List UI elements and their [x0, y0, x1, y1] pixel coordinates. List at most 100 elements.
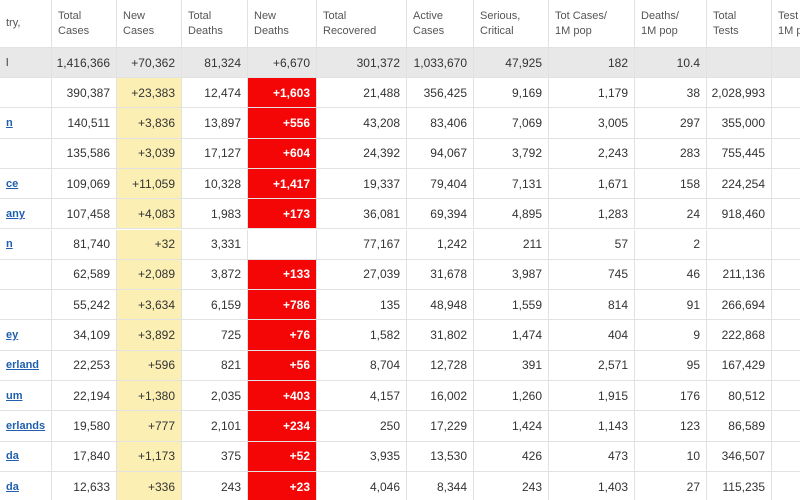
table-cell: 77,167 [317, 229, 407, 260]
table-cell: 2,035 [182, 381, 248, 412]
header-line: Total [323, 9, 347, 22]
table-cell: 211,136 [707, 259, 772, 291]
table-cell: +556 [248, 108, 317, 139]
table-cell: 211 [474, 229, 549, 260]
table-cell: 24 [635, 199, 707, 230]
total-cell [707, 48, 772, 78]
table-cell: +234 [248, 411, 317, 442]
header-line: 1M pop [641, 24, 678, 37]
table-cell: 266,694 [707, 290, 772, 321]
table-cell: 135,586 [52, 138, 117, 169]
table-cell: +52 [248, 441, 317, 472]
table-cell: 3,987 [474, 259, 549, 291]
table-cell [772, 472, 800, 500]
table-cell: 19,337 [317, 168, 407, 200]
table-cell: 27 [635, 471, 707, 500]
row-label [0, 78, 52, 109]
table-cell: +11,059 [117, 168, 182, 200]
table-cell: 17,127 [182, 138, 248, 169]
table-cell: +403 [248, 381, 317, 412]
table-cell: +786 [248, 290, 317, 321]
table-cell: 21,488 [317, 78, 407, 109]
table-cell [772, 199, 800, 230]
table-cell: 94,067 [407, 138, 474, 169]
table-cell: +596 [117, 350, 182, 381]
table-cell: 3,005 [549, 108, 635, 139]
table-cell: 17,840 [52, 441, 117, 472]
table-cell: 1,143 [549, 411, 635, 442]
table-cell: +2,089 [117, 259, 182, 291]
table-cell: +336 [117, 471, 182, 500]
header-line: Deaths [188, 24, 223, 37]
row-label: erland [0, 350, 52, 381]
table-cell: 158 [635, 168, 707, 200]
table-cell: 43,208 [317, 108, 407, 139]
header-line: Active [413, 9, 443, 22]
table-cell: 3,331 [182, 229, 248, 260]
row-label: n [0, 229, 52, 260]
table-cell: 1,559 [474, 290, 549, 321]
table-cell: 918,460 [707, 199, 772, 230]
table-cell: 13,530 [407, 441, 474, 472]
table-cell: 1,242 [407, 229, 474, 260]
table-cell: 95 [635, 350, 707, 381]
table-cell: 69,394 [407, 199, 474, 230]
table-cell [772, 230, 800, 260]
table-cell: 107,458 [52, 199, 117, 230]
table-cell: 7,069 [474, 108, 549, 139]
table-cell: 4,895 [474, 199, 549, 230]
table-cell: 83,406 [407, 108, 474, 139]
column-header: Test 1M p [772, 0, 800, 48]
row-label: um [0, 381, 52, 412]
table-cell: 355,000 [707, 108, 772, 139]
table-cell: 222,868 [707, 320, 772, 351]
table-cell: 55,242 [52, 290, 117, 321]
header-line: Tests [713, 24, 739, 37]
table-cell: +133 [248, 259, 317, 291]
column-header: New Deaths [248, 0, 317, 48]
header-line: Total [188, 9, 212, 22]
column-header: Tot Cases/1M pop [549, 0, 635, 48]
table-cell: 19,580 [52, 411, 117, 442]
table-cell: 297 [635, 108, 707, 139]
header-line: Deaths [254, 24, 289, 37]
table-cell: 283 [635, 138, 707, 169]
table-cell: 135 [317, 290, 407, 321]
table-cell: 725 [182, 320, 248, 351]
table-cell: 62,589 [52, 259, 117, 291]
table-cell: 745 [549, 259, 635, 291]
table-cell: 375 [182, 441, 248, 472]
header-line: 1M p [778, 24, 800, 37]
column-header: Total Tests [707, 0, 772, 48]
table-cell: 2,028,993 [707, 78, 772, 109]
table-cell: 404 [549, 320, 635, 351]
table-cell: +23,383 [117, 78, 182, 109]
table-cell: 176 [635, 381, 707, 412]
total-cell: +6,670 [248, 48, 317, 78]
table-cell: +32 [117, 229, 182, 260]
header-line: Tot Cases/ [555, 9, 607, 22]
table-cell: 10 [635, 441, 707, 472]
table-cell: 13,897 [182, 108, 248, 139]
column-header: Total Deaths [182, 0, 248, 48]
table-cell [772, 108, 800, 139]
table-cell [772, 169, 800, 200]
table-cell: 46 [635, 259, 707, 291]
table-cell: 8,704 [317, 350, 407, 381]
table-cell: +3,836 [117, 108, 182, 139]
table-cell: 1,260 [474, 381, 549, 412]
row-label: l [0, 48, 52, 78]
table-cell: 91 [635, 290, 707, 321]
table-cell: 3,935 [317, 441, 407, 472]
table-cell: +3,039 [117, 138, 182, 169]
total-cell: 10.4 [635, 48, 707, 78]
header-line: New [123, 9, 146, 22]
table-cell: +1,417 [248, 168, 317, 200]
table-cell: 2 [635, 229, 707, 260]
column-header: Active Cases [407, 0, 474, 48]
table-cell: 391 [474, 350, 549, 381]
table-cell: 22,253 [52, 350, 117, 381]
table-cell: +1,173 [117, 441, 182, 472]
total-cell: +70,362 [117, 48, 182, 78]
